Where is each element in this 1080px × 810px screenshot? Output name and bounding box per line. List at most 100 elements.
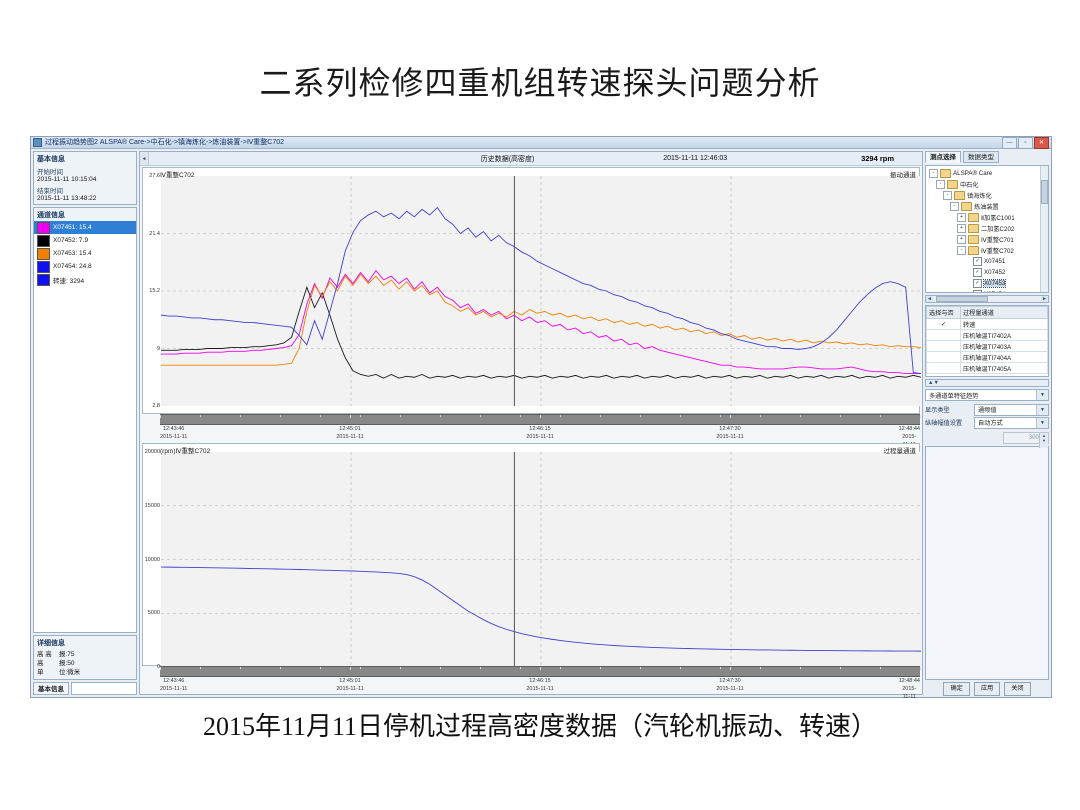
tree-expander-icon[interactable]: + [957,224,966,233]
spinner-down-icon[interactable]: ▼ [1039,437,1048,448]
asset-tree[interactable]: - ALSPA® Care - 中石化 - 镇海炼化 - 炼油装置 + Ⅱ加氢C1001 + 二加氢C… [925,165,1049,293]
chevron-down-icon[interactable]: ▼ [1036,417,1048,428]
tree-node-label: 中石化 [960,182,979,189]
table-column-header[interactable]: 选择与否 [926,306,961,319]
tree-node[interactable]: - ALSPA® Care [927,168,1047,179]
tree-expander-icon[interactable]: - [950,202,959,211]
dialog-buttons[interactable]: 确定 应用 关闭 [925,681,1049,696]
tree-node[interactable]: ✓ X07451 [927,256,1047,267]
table-column-header[interactable]: 过程量通道 [960,306,1048,319]
channel-row[interactable]: X07451: 15.4 [34,221,136,234]
tree-node-label: Ⅳ重整C702 [981,248,1014,255]
tree-node[interactable]: ✓ X07453 [927,278,1047,289]
tree-expander-icon[interactable]: + [957,235,966,244]
x-axis-tick-label: 12:45:01 2015-11-11 [336,425,363,441]
trend-mode-combo[interactable]: 多通道单特征趋势 ▼ [925,389,1049,401]
tree-hscroll-thumb[interactable] [936,296,988,302]
table-row[interactable]: 压机轴温TI7402A [926,329,1048,341]
maximize-button[interactable]: ▫ [1018,136,1033,149]
process-channel-grid[interactable]: 选择与否 过程量通道 ✓ 转速 压机轴温TI7402A 压机轴温TI7403A 压机轴温T… [925,305,1049,377]
vibration-plot[interactable]: Ⅳ重整C702 振动通道 27.6 21.4 15.2 9 2.8 [142,167,922,414]
tree-checkbox[interactable]: ✓ [973,290,982,292]
channel-row[interactable]: X07452: 7.9 [34,234,136,247]
x-axis-minor-tick [200,667,201,669]
x-axis-minor-tick [160,415,161,417]
tree-expander-icon[interactable]: - [943,191,952,200]
tree-expander-icon[interactable]: - [957,246,966,255]
row-checkbox-cell[interactable] [926,340,961,352]
tick-time: 12:47:30 [719,426,741,432]
channel-row[interactable]: 转速: 3294 [34,273,136,286]
table-row[interactable]: 压机轴温TI7403A [926,340,1048,352]
page-title: 二系列检修四重机组转速探头问题分析 [259,65,821,101]
y-axis-tick-label: 9 [156,345,160,352]
right-panel-tabs[interactable]: 测点选择 数据类型 [925,151,1049,163]
sort-hint-bar[interactable]: ▲▼ [925,379,1049,387]
close-button[interactable]: ✕ [1034,136,1049,149]
right-tab[interactable]: 数据类型 [963,151,999,163]
speed-x-axis-bar[interactable] [160,666,921,677]
tree-expander-icon[interactable]: - [936,180,945,189]
tree-scroll-thumb[interactable] [1041,180,1048,204]
minimize-button[interactable]: — [1002,136,1017,149]
scroll-left-arrow[interactable]: ◄ [926,296,933,302]
table-row[interactable]: 压机轴温TI7405A [926,362,1048,374]
tree-node[interactable]: - 中石化 [927,179,1047,190]
tree-node[interactable]: - 镇海炼化 [927,190,1047,201]
tree-node[interactable]: + Ⅳ重整C701 [927,234,1047,245]
tree-node[interactable]: ✓ X07452 [927,267,1047,278]
chevron-down-icon[interactable]: ▼ [1036,404,1048,415]
table-row[interactable]: ✓ 转速 [926,318,1048,330]
scroll-right-arrow[interactable]: ► [1041,296,1048,302]
amplitude-spinner[interactable]: 300 ▲ ▼ [1003,431,1049,448]
asset-tree-nodes[interactable]: - ALSPA® Care - 中石化 - 镇海炼化 - 炼油装置 + Ⅱ加氢C1001 + 二加氢C… [927,168,1047,292]
row-name-cell: 压机轴温TI7405A [960,362,1048,374]
row-checkbox-cell[interactable]: ✓ [926,318,961,330]
speed-plot[interactable]: (rpm)Ⅳ重整C702 过程量通道 20000 15000 10000 5000 0 [142,443,922,670]
table-body[interactable]: ✓ 转速 压机轴温TI7402A 压机轴温TI7403A 压机轴温TI7404A 压机轴温… [926,318,1048,374]
y-axis-tick-label: 0 [156,664,160,670]
option-combo[interactable]: 通频值 ▼ [974,403,1049,416]
tree-checkbox[interactable]: ✓ [973,279,982,288]
display-options[interactable]: 显示类型 通频值 ▼ 纵轴幅值设置 自动方式 ▼ [925,403,1049,429]
tree-node[interactable]: + Ⅱ加氢C1001 [927,212,1047,223]
channel-list[interactable]: X07451: 15.4 X07452: 7.9 X07453: 15.4 X0745… [34,221,136,286]
row-checkbox-cell[interactable] [926,362,961,374]
tree-indent [964,258,971,265]
channel-row[interactable]: X07454: 24.8 [34,260,136,273]
tree-vertical-scrollbar[interactable] [1040,166,1048,292]
chart-scroll-cap[interactable]: ◄ [140,152,149,165]
app-icon [33,138,42,147]
tree-node[interactable]: - Ⅳ重整C702 [927,245,1047,256]
tree-node[interactable]: + 二加氢C202 [927,223,1047,234]
table-row[interactable]: 压机轴温TI7404A [926,351,1048,363]
row-checkbox-cell[interactable] [926,351,961,363]
tree-checkbox[interactable]: ✓ [973,268,982,277]
speed-y-axis: 20000 15000 10000 5000 0 [143,444,161,670]
detail-key: 单 [37,669,44,676]
right-tab[interactable]: 测点选择 [925,151,961,163]
vibration-x-axis-bar[interactable] [160,414,921,425]
tick-date: 2015-11-11 [526,434,554,440]
dialog-button[interactable]: 应用 [973,681,1001,696]
folder-icon [968,235,979,244]
row-checkbox-cell[interactable] [926,329,961,341]
basic-info-box: 基本信息 开始时间 2015-11-11 10:15:04 结束时间 2015-… [33,151,137,205]
channel-row[interactable]: X07453: 15.4 [34,247,136,260]
tree-node[interactable]: ✓X07454 [927,289,1047,292]
tree-expander-icon[interactable]: + [957,213,966,222]
chevron-down-icon[interactable]: ▼ [1036,390,1048,400]
x-axis-tick [540,667,541,670]
speed-plot-name: Ⅳ重整C702 [175,448,211,455]
dialog-button[interactable]: 关闭 [1004,681,1031,696]
option-combo[interactable]: 自动方式 ▼ [974,416,1049,429]
x-axis-minor-tick [560,415,561,417]
tree-node[interactable]: - 炼油装置 [927,201,1047,212]
option-row: 纵轴幅值设置 自动方式 ▼ [925,416,1049,429]
tree-expander-icon[interactable]: - [929,169,938,178]
tab-basic-info[interactable]: 基本信息 [33,682,69,695]
chart-series-line [161,273,922,366]
dialog-button[interactable]: 确定 [943,681,970,696]
tree-checkbox[interactable]: ✓ [973,257,982,266]
tree-horizontal-scrollbar[interactable]: ◄ ► [925,295,1049,303]
